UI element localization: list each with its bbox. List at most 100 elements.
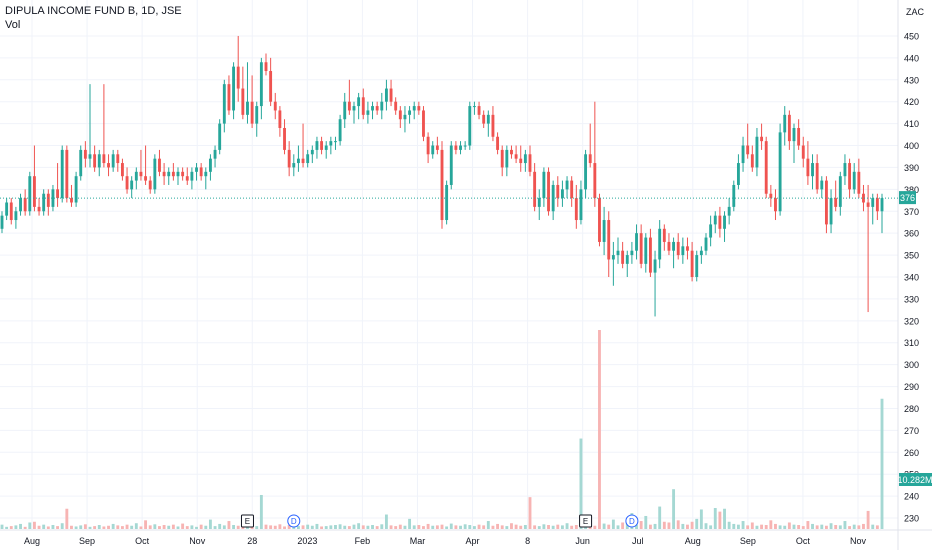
volume-bar	[329, 525, 333, 529]
earnings-marker[interactable]	[240, 514, 254, 528]
volume-bar	[880, 398, 884, 529]
candle-body	[477, 106, 481, 115]
volume-bar	[857, 525, 861, 529]
x-tick-label: Nov	[850, 536, 867, 546]
candle-body	[579, 189, 583, 221]
y-tick-label: 300	[904, 360, 919, 370]
volume-bar	[699, 509, 703, 529]
volume-bar	[259, 494, 263, 529]
y-tick-label: 340	[904, 273, 919, 283]
candle-body	[334, 141, 337, 143]
volume-bar	[389, 525, 393, 529]
volume-bar	[218, 523, 222, 529]
x-tick-label: Feb	[355, 536, 371, 546]
volume-bar	[417, 525, 421, 529]
candle-body	[431, 145, 435, 155]
volume-bar	[500, 525, 504, 529]
volume-bar	[83, 524, 87, 529]
volume-bar	[528, 497, 532, 529]
candle-body	[496, 136, 500, 150]
volume-bar	[278, 524, 282, 529]
x-tick-label: Nov	[189, 536, 206, 546]
candle-body	[482, 114, 486, 124]
candle-body	[60, 149, 64, 199]
y-tick-label: 280	[904, 404, 919, 414]
candle-body	[574, 198, 578, 221]
dividend-marker[interactable]	[287, 514, 301, 528]
volume-bar	[56, 526, 60, 529]
volume-bar	[755, 525, 759, 529]
volume-bar	[514, 524, 518, 529]
candle-body	[797, 127, 801, 146]
candle-body	[602, 220, 606, 242]
volume-bar	[769, 520, 773, 529]
volume-bar	[797, 525, 801, 529]
volume-bar	[46, 526, 50, 529]
earnings-marker[interactable]	[579, 514, 593, 528]
volume-bar	[195, 526, 198, 529]
candle-body	[454, 145, 458, 150]
candle-body	[269, 71, 273, 102]
candle-body	[264, 62, 268, 72]
candle-body	[74, 176, 78, 203]
volume-bar	[37, 525, 41, 529]
x-tick-label: Jun	[575, 536, 590, 546]
candle-body	[695, 255, 699, 277]
x-tick-label: Sep	[79, 536, 95, 546]
volume-bar	[0, 524, 4, 529]
volume-bar	[607, 524, 611, 529]
candle-body	[769, 193, 773, 199]
y-tick-label: 400	[904, 141, 919, 151]
candle-body	[134, 171, 138, 181]
candle-body	[190, 171, 194, 181]
candle-body	[296, 158, 300, 164]
volume-bar	[862, 523, 865, 529]
candle-body	[283, 127, 286, 150]
candle-body	[704, 237, 708, 251]
x-tick-label: Aug	[685, 536, 701, 546]
dividend-marker[interactable]	[625, 514, 639, 528]
volume-bar	[570, 525, 574, 529]
candle-body	[801, 145, 805, 159]
candle-body	[195, 167, 198, 172]
volume-bar	[14, 525, 18, 529]
x-tick-label: Sep	[740, 536, 756, 546]
candle-body	[472, 106, 476, 108]
y-tick-label: 290	[904, 382, 919, 392]
volume-bar	[806, 521, 810, 529]
volume-bar	[9, 526, 13, 529]
candle-body	[565, 180, 569, 190]
candle-body	[366, 110, 370, 115]
candle-body	[746, 145, 750, 155]
candle-body	[862, 193, 865, 203]
volume-bar	[672, 489, 676, 529]
candle-body	[14, 211, 18, 221]
candle-body	[42, 193, 46, 212]
volume-bar	[472, 526, 476, 529]
earnings-marker-label: E	[245, 517, 250, 526]
candle-body	[593, 163, 597, 199]
candle-body	[343, 101, 347, 120]
candle-body	[736, 163, 740, 185]
candle-body	[486, 114, 490, 124]
volume-bar	[505, 526, 509, 529]
volume-bar	[454, 525, 458, 529]
volume-bar	[611, 519, 615, 529]
volume-bar	[60, 523, 64, 529]
volume-bar	[236, 525, 240, 529]
y-tick-label: 420	[904, 97, 919, 107]
candle-body	[449, 145, 453, 185]
candle-body	[125, 176, 129, 190]
volume-bar	[357, 523, 361, 529]
candle-body	[412, 106, 416, 111]
volume-bar	[875, 525, 879, 529]
candle-body	[611, 255, 615, 260]
volume-bar	[445, 526, 449, 529]
volume-bar	[662, 521, 666, 529]
candle-body	[528, 154, 532, 172]
x-tick-label: Jul	[632, 536, 644, 546]
volume-bar	[602, 523, 606, 529]
volume-bar	[116, 525, 120, 529]
